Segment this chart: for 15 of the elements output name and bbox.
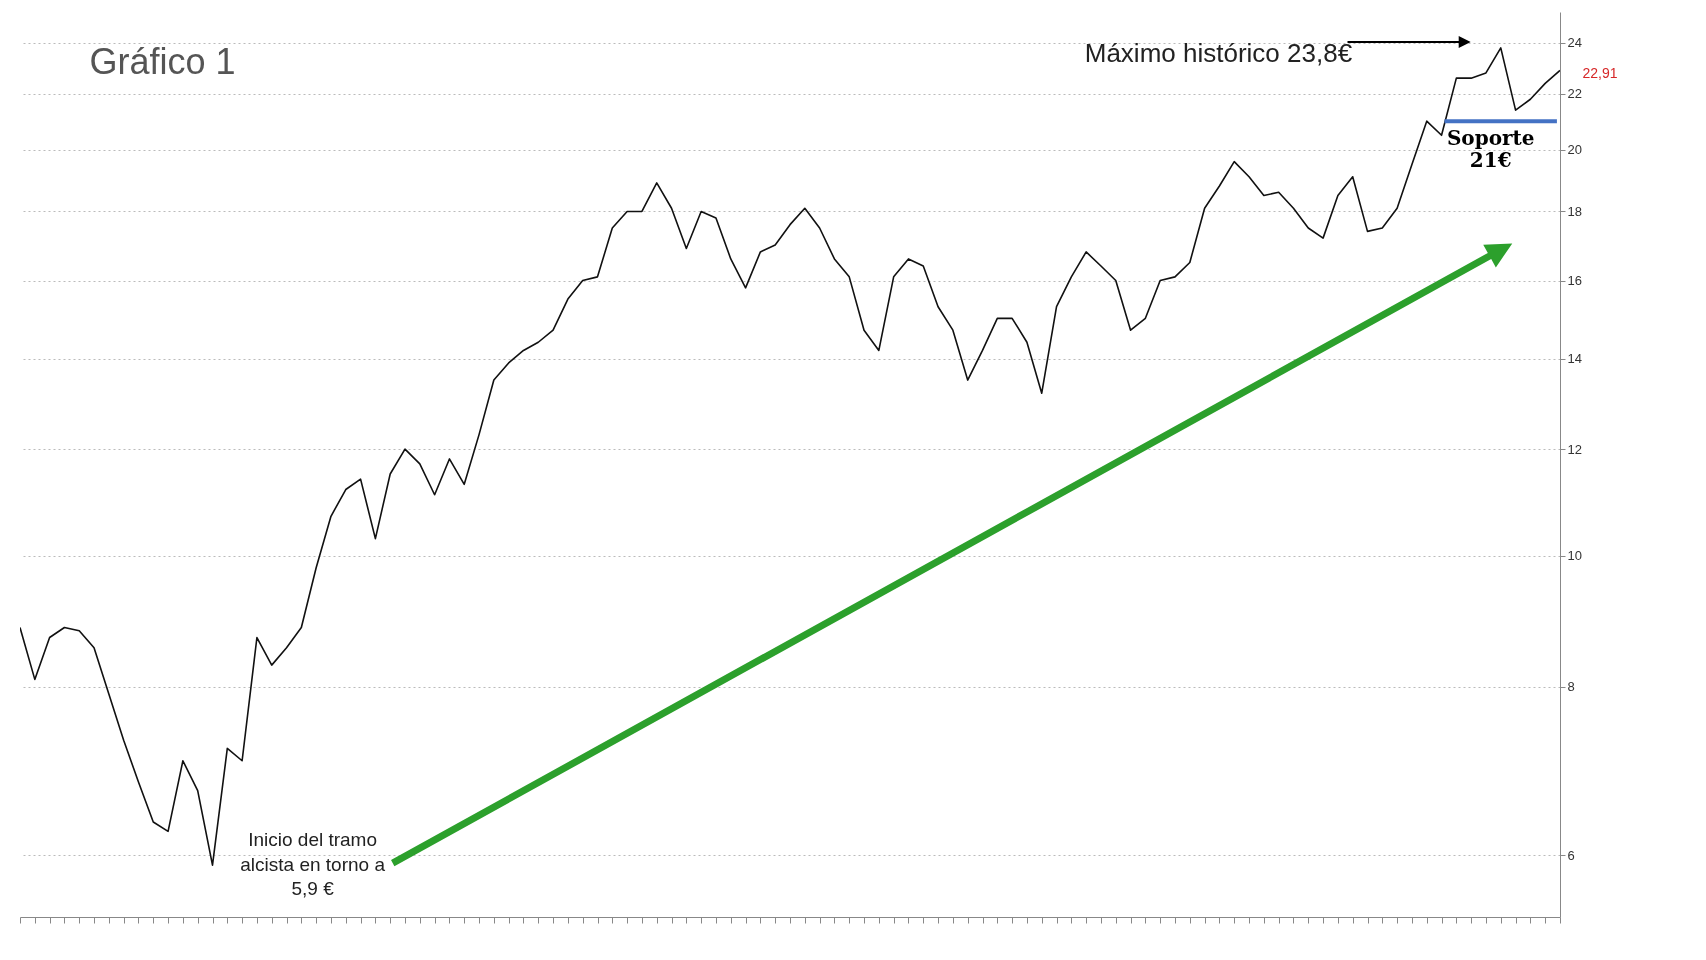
y-tick-label: 10	[1567, 548, 1582, 564]
y-tick-label: 16	[1567, 273, 1582, 289]
y-tick-label: 22	[1567, 86, 1582, 102]
y-tick-label: 6	[1567, 847, 1575, 863]
y-tick-label: 14	[1567, 351, 1582, 367]
y-tick-label: 8	[1567, 679, 1575, 695]
ref-line-label: Soporte 21€	[1446, 126, 1535, 173]
y-tick-label: 12	[1567, 441, 1582, 457]
y-tick-label: 18	[1567, 203, 1582, 219]
annotation: Máximo histórico 23,8€	[1084, 38, 1353, 68]
text: Gráfico 1	[89, 41, 236, 82]
annotation: Inicio del tramo alcista en torno a 5,9 €	[240, 829, 386, 900]
text: 22,91	[1582, 65, 1618, 81]
y-tick-label: 20	[1567, 142, 1582, 158]
y-tick-label: 24	[1567, 35, 1582, 51]
